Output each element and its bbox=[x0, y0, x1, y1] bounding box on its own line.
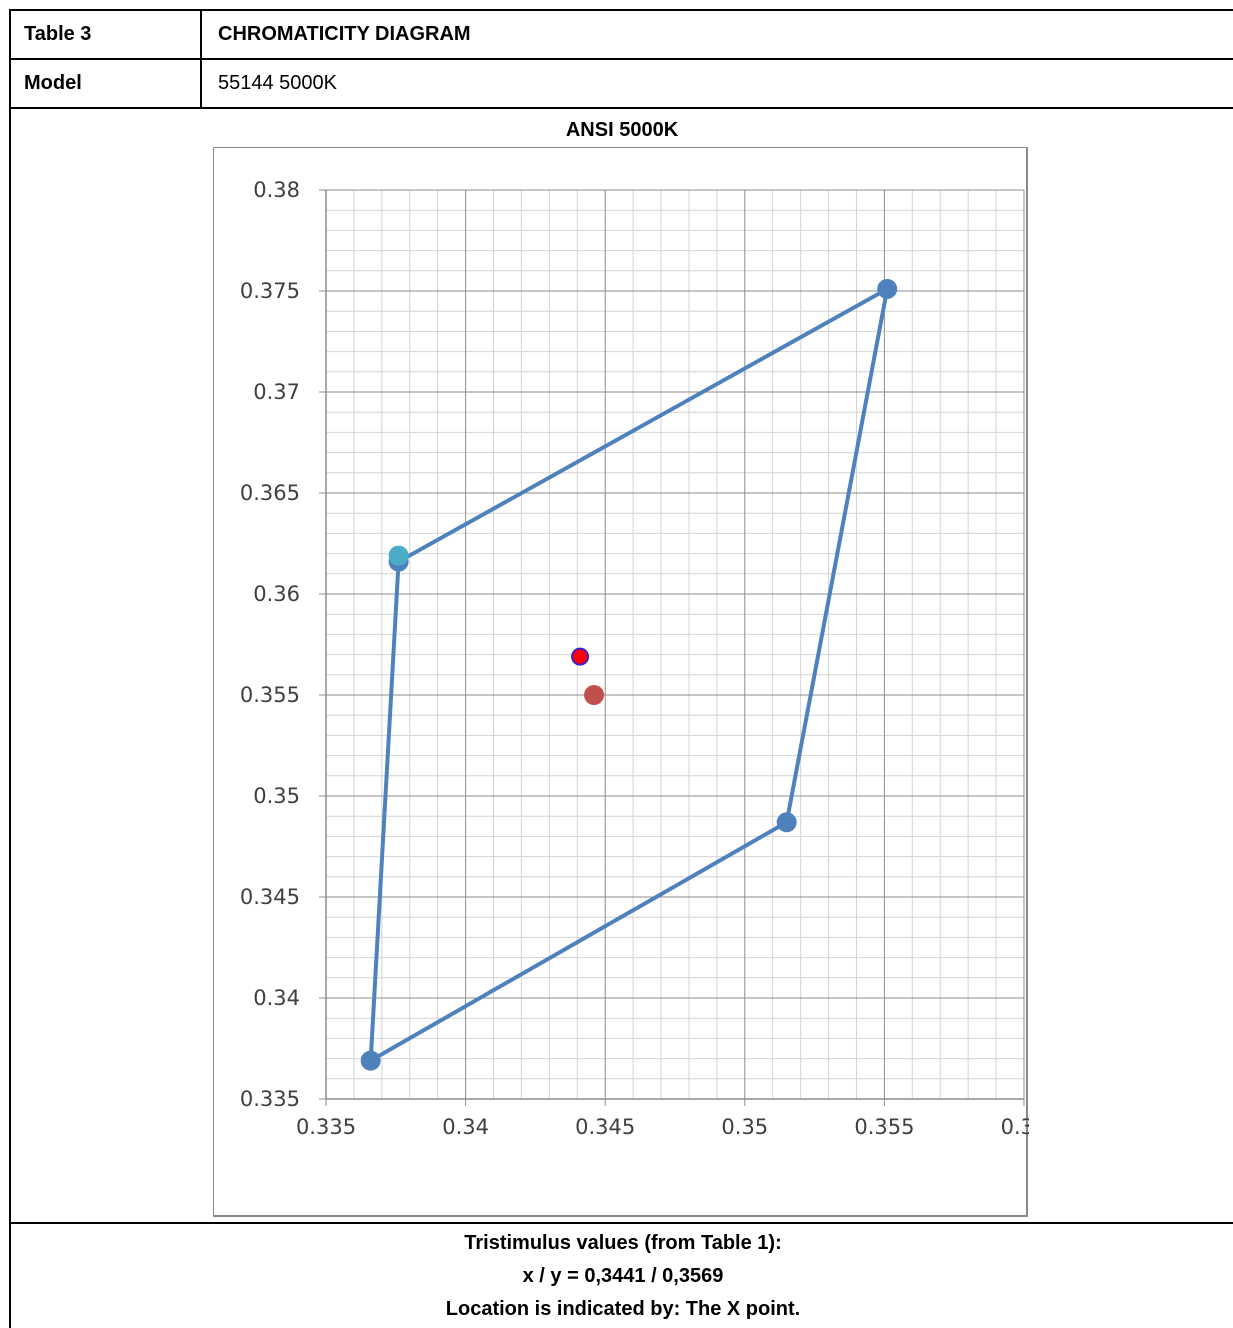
table-row-model: Model 55144 5000K bbox=[9, 58, 1233, 107]
y-tick-label: 0.36 bbox=[253, 582, 300, 606]
table-label: Table 3 bbox=[11, 11, 202, 58]
y-tick-label: 0.35 bbox=[253, 784, 300, 808]
report-sheet: Table 3 CHROMATICITY DIAGRAM Model 55144… bbox=[9, 9, 1233, 1328]
ansi-corner-point bbox=[877, 278, 898, 299]
x-tick-label: 0.355 bbox=[854, 1115, 914, 1139]
y-tick-label: 0.365 bbox=[240, 481, 300, 505]
y-tick-label: 0.355 bbox=[240, 683, 300, 707]
table-title: CHROMATICITY DIAGRAM bbox=[218, 23, 471, 45]
chromaticity-chart: 0.335 0.34 0.345 0.35 0.355 0.36 0.38 0.375 0.37… bbox=[240, 178, 1029, 1139]
x-tick-label: 0.35 bbox=[721, 1115, 768, 1139]
y-tick-label: 0.34 bbox=[253, 986, 300, 1010]
y-tick-label: 0.38 bbox=[253, 178, 300, 202]
footer-line-xy: x / y = 0,3441 / 0,3569 bbox=[522, 1265, 724, 1287]
ansi-corner-point bbox=[360, 1050, 381, 1071]
x-tick-label: 0.34 bbox=[442, 1115, 489, 1139]
footer-line-tristimulus: Tristimulus values (from Table 1): bbox=[464, 1232, 782, 1254]
table-row-title: Table 3 CHROMATICITY DIAGRAM bbox=[9, 9, 1233, 58]
footer: Tristimulus values (from Table 1): x / y… bbox=[9, 1224, 1233, 1328]
x-tick-label: 0.345 bbox=[575, 1115, 635, 1139]
footer-line-location: Location is indicated by: The X point. bbox=[445, 1298, 801, 1320]
y-tick-label: 0.37 bbox=[253, 380, 300, 404]
model-value: 55144 5000K bbox=[218, 72, 338, 94]
x-tick-label: 0.36 bbox=[1001, 1115, 1029, 1139]
chart-point bbox=[584, 685, 605, 705]
chart-point bbox=[388, 545, 409, 566]
y-tick-label: 0.375 bbox=[240, 279, 300, 303]
chart-cell: ANSI 5000K 0.3350.340.3450.350.3550.360.… bbox=[9, 107, 1233, 1224]
chart-title: ANSI 5000K bbox=[565, 119, 679, 141]
measured-xy-point bbox=[571, 647, 590, 666]
model-label: Model bbox=[11, 60, 202, 107]
y-tick-label: 0.345 bbox=[240, 885, 300, 909]
x-tick-label: 0.335 bbox=[296, 1115, 356, 1139]
chart-frame: 0.335 0.34 0.345 0.35 0.355 0.36 0.38 0.375 0.37… bbox=[213, 147, 1029, 1217]
y-tick-label: 0.335 bbox=[240, 1087, 300, 1111]
ansi-corner-point bbox=[776, 812, 797, 833]
